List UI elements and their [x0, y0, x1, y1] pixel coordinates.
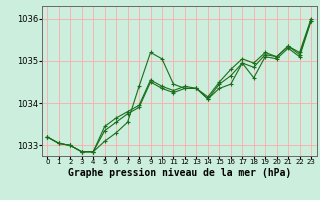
X-axis label: Graphe pression niveau de la mer (hPa): Graphe pression niveau de la mer (hPa): [68, 168, 291, 178]
